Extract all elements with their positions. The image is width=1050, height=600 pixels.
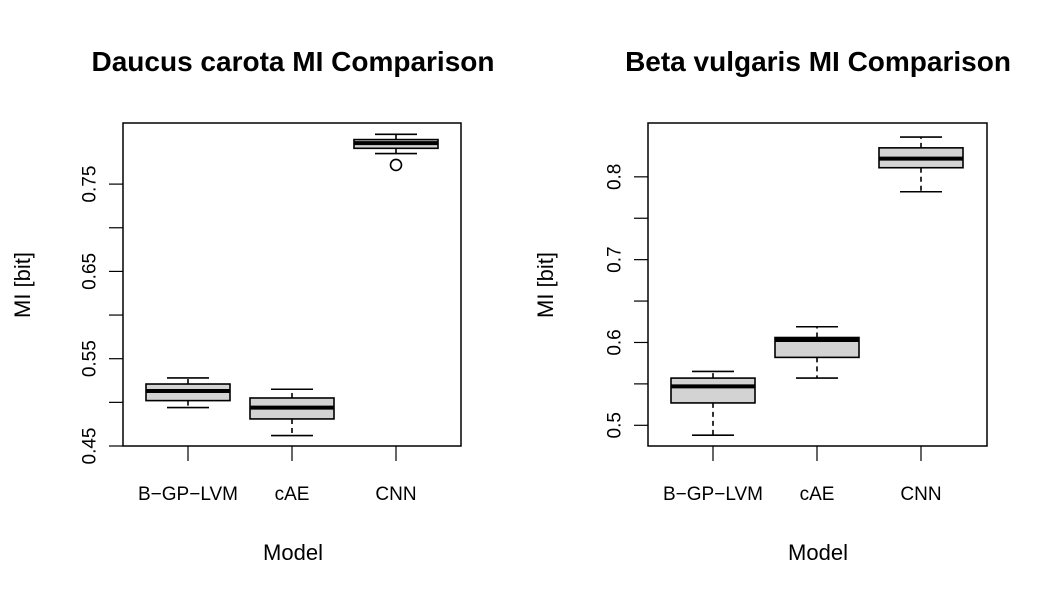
y-tick-label: 0.7 (605, 246, 626, 272)
box-body (670, 377, 756, 404)
x-tick-label: cAE (275, 484, 310, 505)
x-tick-label: CNN (375, 484, 416, 505)
x-axis: B−GP−LVM cAE CNN (138, 446, 417, 505)
x-axis-label: Model (788, 540, 848, 565)
y-axis: 0.45 0.55 0.65 0.75 (80, 166, 123, 465)
boxes (145, 133, 439, 437)
panel-daucus-carota: Daucus carota MI Comparison 0.45 0.55 0.65… (10, 46, 494, 565)
box-cnn (353, 133, 439, 172)
box-b-gp-lvm (145, 377, 231, 409)
x-tick-label: B−GP−LVM (663, 484, 763, 505)
outlier-point (389, 158, 403, 172)
box-b-gp-lvm (670, 370, 756, 437)
y-tick-label: 0.55 (80, 340, 101, 377)
y-tick-label: 0.6 (605, 329, 626, 355)
x-tick-label: cAE (800, 484, 835, 505)
y-axis-label: MI [bit] (533, 252, 558, 318)
x-axis: B−GP−LVM cAE CNN (663, 446, 942, 505)
box-body (774, 336, 860, 359)
box-cae (774, 325, 860, 379)
panel-beta-vulgaris: Beta vulgaris MI Comparison 0.5 0.6 0.7 0.8… (533, 46, 1011, 565)
y-tick-label: 0.8 (605, 164, 626, 190)
y-axis: 0.5 0.6 0.7 0.8 (605, 164, 648, 439)
y-tick-label: 0.45 (80, 428, 101, 465)
chart-title: Beta vulgaris MI Comparison (625, 46, 1011, 77)
x-tick-label: CNN (900, 484, 941, 505)
box-cae (249, 388, 335, 437)
y-tick-label: 0.65 (80, 253, 101, 290)
box-cnn (878, 136, 964, 193)
y-tick-label: 0.75 (80, 166, 101, 203)
chart-title: Daucus carota MI Comparison (92, 46, 495, 77)
x-axis-label: Model (263, 540, 323, 565)
y-axis-label: MI [bit] (10, 252, 35, 318)
boxes (670, 136, 964, 437)
x-tick-label: B−GP−LVM (138, 484, 238, 505)
y-tick-label: 0.5 (605, 412, 626, 438)
